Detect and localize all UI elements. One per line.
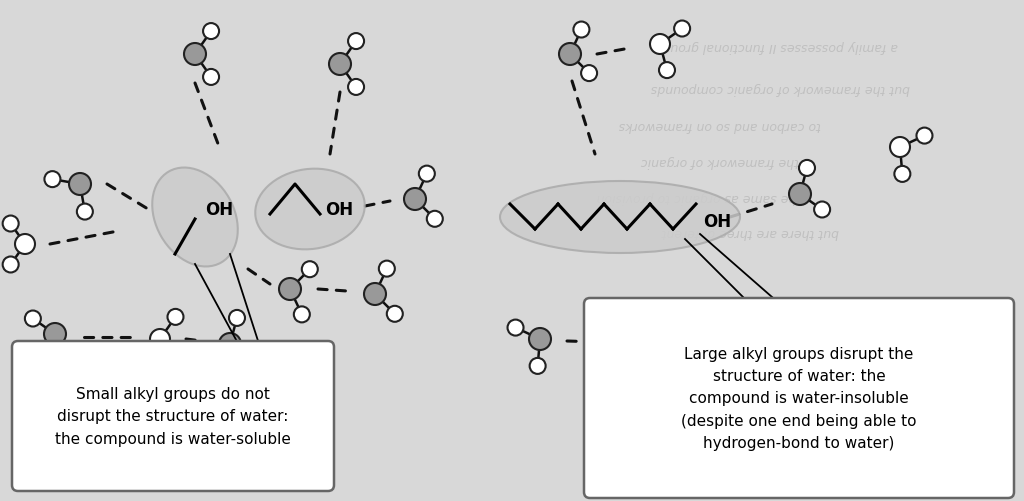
Circle shape: [77, 204, 93, 220]
Circle shape: [69, 174, 91, 195]
Circle shape: [650, 35, 670, 55]
Circle shape: [581, 66, 597, 82]
Circle shape: [790, 184, 811, 205]
Text: the framework of organic: the framework of organic: [641, 155, 799, 168]
Circle shape: [529, 328, 551, 350]
Circle shape: [40, 352, 56, 368]
Text: a family possesses II functional group: a family possesses II functional group: [663, 41, 898, 54]
Circle shape: [659, 63, 675, 79]
Circle shape: [894, 166, 910, 182]
Circle shape: [302, 262, 317, 278]
Text: Large alkyl groups disrupt the
structure of water: the
compound is water-insolub: Large alkyl groups disrupt the structure…: [681, 346, 916, 450]
Circle shape: [244, 352, 260, 368]
Circle shape: [229, 310, 245, 326]
Circle shape: [329, 54, 351, 76]
Circle shape: [814, 202, 830, 218]
Circle shape: [674, 22, 690, 38]
FancyBboxPatch shape: [12, 341, 334, 491]
Circle shape: [168, 353, 183, 369]
Circle shape: [219, 333, 241, 355]
Circle shape: [427, 211, 442, 227]
Text: but the framework of organic compounds: but the framework of organic compounds: [650, 81, 909, 94]
FancyBboxPatch shape: [584, 299, 1014, 498]
Text: to carbon and so on frameworks: to carbon and so on frameworks: [618, 118, 821, 131]
Circle shape: [203, 24, 219, 40]
Circle shape: [203, 70, 219, 86]
Circle shape: [44, 323, 66, 345]
Circle shape: [168, 309, 183, 325]
Ellipse shape: [153, 168, 238, 267]
Circle shape: [559, 44, 581, 66]
Circle shape: [364, 284, 386, 306]
Circle shape: [279, 279, 301, 301]
Text: OH: OH: [703, 212, 731, 230]
Circle shape: [294, 307, 310, 323]
Circle shape: [184, 44, 206, 66]
Circle shape: [573, 23, 590, 39]
Ellipse shape: [500, 182, 740, 254]
Text: OH: OH: [205, 200, 233, 218]
Circle shape: [625, 310, 640, 326]
Circle shape: [508, 320, 523, 336]
Circle shape: [404, 188, 426, 210]
Circle shape: [3, 216, 18, 232]
Text: Small alkyl groups do not
disrupt the structure of water:
the compound is water-: Small alkyl groups do not disrupt the st…: [55, 387, 291, 446]
Circle shape: [3, 257, 18, 273]
Text: OH: OH: [325, 200, 353, 218]
Text: but there are three different: but there are three different: [662, 226, 839, 239]
Circle shape: [44, 172, 60, 188]
Circle shape: [799, 161, 815, 176]
Circle shape: [529, 358, 546, 374]
Circle shape: [916, 128, 933, 144]
Ellipse shape: [255, 169, 365, 250]
Circle shape: [646, 348, 663, 364]
Circle shape: [387, 306, 402, 322]
Circle shape: [348, 34, 365, 50]
Circle shape: [348, 80, 365, 96]
Circle shape: [620, 334, 640, 354]
Circle shape: [419, 166, 435, 182]
Text: alkane obtain part: alkane obtain part: [693, 413, 807, 426]
Text: The same as organic to provision: The same as organic to provision: [596, 191, 804, 204]
Circle shape: [890, 138, 910, 158]
Circle shape: [15, 234, 35, 255]
Circle shape: [150, 329, 170, 349]
Circle shape: [25, 311, 41, 327]
Circle shape: [379, 261, 395, 277]
